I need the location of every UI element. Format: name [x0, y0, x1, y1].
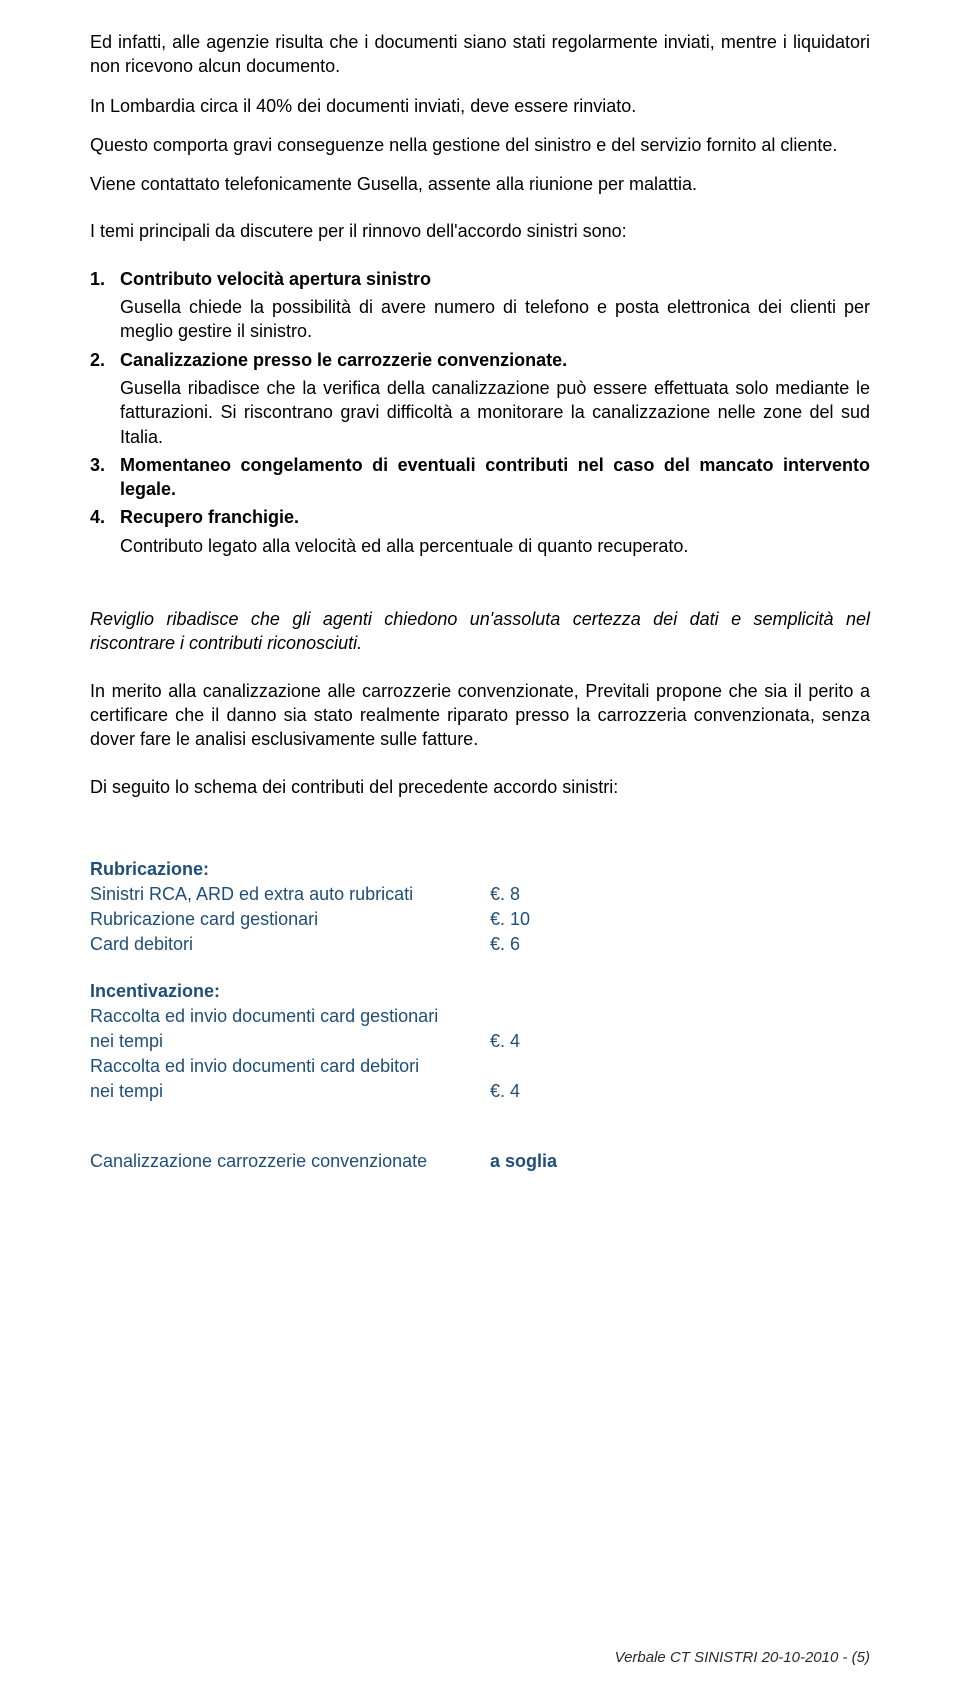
incentivazione-row-2-value: €. 4 [490, 1081, 520, 1102]
paragraph-5: I temi principali da discutere per il ri… [90, 219, 870, 243]
document-page: Ed infatti, alle agenzie risulta che i d… [0, 0, 960, 1691]
incentivazione-row-2-label2: nei tempi [90, 1081, 490, 1102]
paragraph-3: Questo comporta gravi conseguenze nella … [90, 133, 870, 157]
incentivazione-row-2-label1: Raccolta ed invio documenti card debitor… [90, 1056, 490, 1077]
incentivazione-row-1-line1: Raccolta ed invio documenti card gestion… [90, 1006, 870, 1027]
numbered-list: 1. Contributo velocità apertura sinistro… [90, 267, 870, 558]
rubricazione-row-1-value: €. 8 [490, 884, 520, 905]
incentivazione-row-1-label1: Raccolta ed invio documenti card gestion… [90, 1006, 490, 1027]
paragraph-8: Di seguito lo schema dei contributi del … [90, 775, 870, 799]
rubricazione-row-1: Sinistri RCA, ARD ed extra auto rubricat… [90, 884, 870, 905]
list-sub-2: Gusella ribadisce che la verifica della … [120, 376, 870, 449]
list-sub-1: Gusella chiede la possibilità di avere n… [120, 295, 870, 344]
rubricazione-heading: Rubricazione: [90, 859, 870, 880]
list-title-4: Recupero franchigie. [120, 505, 870, 529]
list-title-3: Momentaneo congelamento di eventuali con… [120, 453, 870, 502]
rubricazione-row-3-value: €. 6 [490, 934, 520, 955]
list-number-1: 1. [90, 267, 120, 291]
incentivazione-row-1-label2: nei tempi [90, 1031, 490, 1052]
list-sub-4: Contributo legato alla velocità ed alla … [120, 534, 870, 558]
rubricazione-row-1-label: Sinistri RCA, ARD ed extra auto rubricat… [90, 884, 490, 905]
paragraph-4: Viene contattato telefonicamente Gusella… [90, 172, 870, 196]
list-number-2: 2. [90, 348, 120, 372]
rubricazione-row-2-value: €. 10 [490, 909, 530, 930]
paragraph-6: Reviglio ribadisce che gli agenti chiedo… [90, 607, 870, 656]
list-number-3: 3. [90, 453, 120, 502]
paragraph-1: Ed infatti, alle agenzie risulta che i d… [90, 30, 870, 79]
canalizzazione-row: Canalizzazione carrozzerie convenzionate… [90, 1151, 870, 1172]
incentivazione-row-1-line2: nei tempi €. 4 [90, 1031, 870, 1052]
rubricazione-row-2: Rubricazione card gestionari €. 10 [90, 909, 870, 930]
incentivazione-row-2-line2: nei tempi €. 4 [90, 1081, 870, 1102]
schema-incentivazione: Incentivazione: Raccolta ed invio docume… [90, 981, 870, 1102]
rubricazione-row-3: Card debitori €. 6 [90, 934, 870, 955]
list-title-1: Contributo velocità apertura sinistro [120, 267, 870, 291]
list-number-4: 4. [90, 505, 120, 529]
page-footer: Verbale CT SINISTRI 20-10-2010 - (5) [615, 1649, 870, 1666]
canalizzazione-label: Canalizzazione carrozzerie convenzionate [90, 1151, 490, 1172]
canalizzazione-value: a soglia [490, 1151, 557, 1172]
schema-rubricazione: Rubricazione: Sinistri RCA, ARD ed extra… [90, 859, 870, 955]
rubricazione-row-3-label: Card debitori [90, 934, 490, 955]
paragraph-2: In Lombardia circa il 40% dei documenti … [90, 94, 870, 118]
schema-canalizzazione: Canalizzazione carrozzerie convenzionate… [90, 1151, 870, 1172]
paragraph-7: In merito alla canalizzazione alle carro… [90, 679, 870, 752]
incentivazione-row-1-value: €. 4 [490, 1031, 520, 1052]
list-title-2: Canalizzazione presso le carrozzerie con… [120, 348, 870, 372]
incentivazione-row-2-line1: Raccolta ed invio documenti card debitor… [90, 1056, 870, 1077]
incentivazione-heading: Incentivazione: [90, 981, 870, 1002]
rubricazione-row-2-label: Rubricazione card gestionari [90, 909, 490, 930]
